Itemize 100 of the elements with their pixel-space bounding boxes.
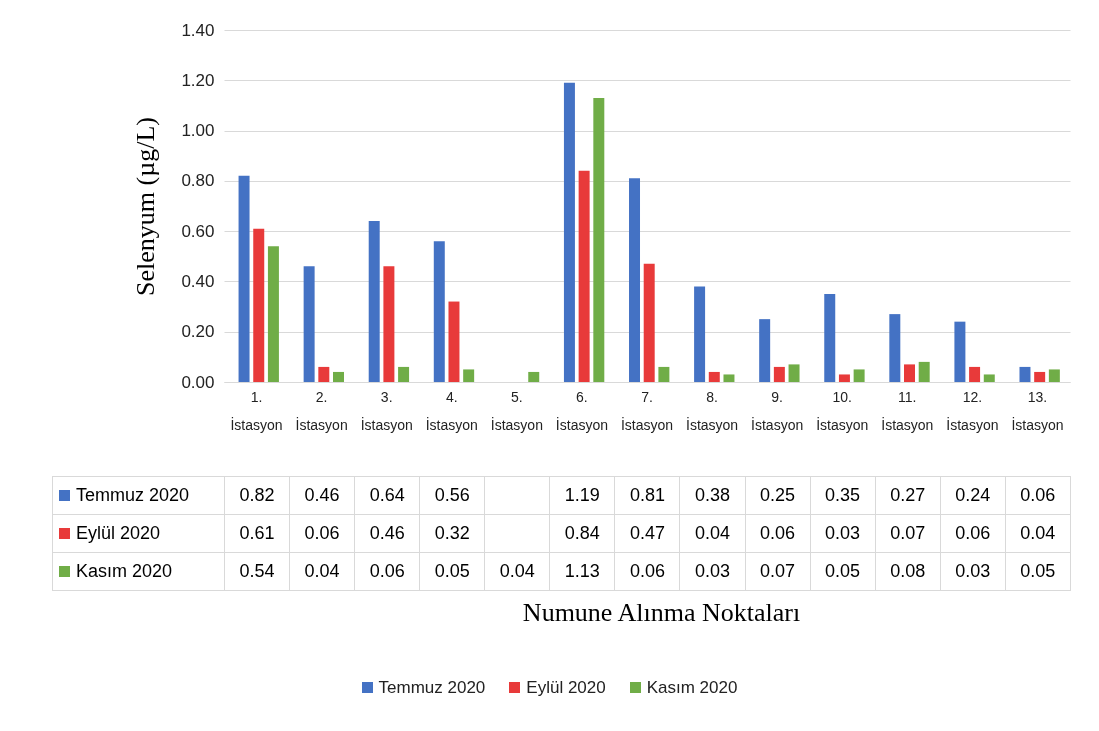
bar: [433, 241, 445, 382]
data-label: 0.46: [289, 476, 355, 515]
bar: [463, 369, 475, 382]
data-label: 0.03: [940, 552, 1006, 591]
data-label: 0.06: [940, 514, 1006, 553]
data-label: 0.04: [1005, 514, 1071, 553]
data-label: 0.27: [875, 476, 941, 515]
data-label: 0.03: [810, 514, 876, 553]
bar: [643, 263, 655, 382]
bar: [238, 175, 250, 382]
y-tick-label: 1.20: [181, 70, 215, 90]
x-tick-label: 5. İstasyon: [490, 388, 543, 433]
bar: [253, 228, 265, 382]
data-label: 1.13: [549, 552, 615, 591]
legend-label: Kasım 2020: [52, 552, 225, 591]
y-tick-label: 1.00: [181, 121, 215, 141]
x-tick-label: 10. İstasyon: [816, 388, 869, 433]
data-label: 0.81: [614, 476, 680, 515]
data-label: 0.38: [679, 476, 745, 515]
bar: [853, 369, 865, 382]
bar: [969, 366, 981, 382]
bar: [694, 286, 706, 382]
data-label: 0.06: [614, 552, 680, 591]
bar: [1048, 369, 1060, 382]
bar: [398, 366, 410, 382]
bar: [889, 314, 901, 382]
bar: [333, 371, 344, 382]
bar: [708, 371, 720, 382]
bar: [303, 266, 315, 382]
bar: [788, 364, 800, 382]
data-label: 0.25: [745, 476, 811, 515]
bar: [954, 321, 966, 382]
x-tick-label: 6. İstasyon: [555, 388, 608, 433]
legend-label: Eylül 2020: [52, 514, 225, 553]
bar: [918, 361, 930, 382]
data-label: 0.46: [354, 514, 420, 553]
data-label: 0.05: [810, 552, 876, 591]
data-label: 0.24: [940, 476, 1006, 515]
bar: [528, 371, 540, 382]
data-label: 0.06: [1005, 476, 1071, 515]
data-label: 0.05: [1005, 552, 1071, 591]
data-label: 0.05: [419, 552, 485, 591]
bar: [904, 364, 915, 382]
data-label: 0.64: [354, 476, 420, 515]
data-label: 0.04: [679, 514, 745, 553]
x-tick-label: 2. İstasyon: [295, 388, 348, 433]
text: Eylül 2020: [526, 678, 606, 697]
data-label: 0.07: [745, 552, 811, 591]
text: Temmuz 2020: [378, 678, 486, 697]
legend-label: Temmuz 2020: [52, 476, 225, 515]
bar: [1034, 371, 1046, 382]
x-tick-label: 11. İstasyon: [881, 388, 934, 433]
x-tick-label: 12. İstasyon: [946, 388, 999, 433]
data-label: 0.32: [419, 514, 485, 553]
bar: [759, 319, 771, 382]
data-label: 0.06: [745, 514, 811, 553]
data-label: 0.04: [484, 552, 550, 591]
bar: [773, 366, 785, 382]
y-axis-title: Selenyum (µg/L): [131, 117, 161, 296]
bar: [383, 266, 395, 382]
data-label: 0.47: [614, 514, 680, 553]
x-tick-label: 1. İstasyon: [230, 388, 283, 433]
bar: [1019, 366, 1031, 382]
data-label: 0.03: [679, 552, 745, 591]
bar: [593, 97, 605, 382]
data-label: 0.84: [549, 514, 615, 553]
data-label: 0.54: [224, 552, 290, 591]
y-tick-label: 1.40: [181, 20, 215, 40]
data-label: 0.06: [289, 514, 355, 553]
y-tick-label: 0.60: [181, 221, 215, 241]
y-tick-label: 0.80: [181, 171, 215, 191]
data-label: 1.19: [549, 476, 615, 515]
y-tick-label: 0.40: [181, 271, 215, 291]
text: Numune Alınma Noktaları: [521, 598, 802, 628]
data-label: 0.56: [419, 476, 485, 515]
bar: [368, 221, 380, 382]
data-label: 0.04: [289, 552, 355, 591]
bar: [563, 82, 575, 382]
bar: [824, 294, 836, 382]
bar: [448, 301, 460, 382]
data-label: 0.35: [810, 476, 876, 515]
bar: [838, 374, 850, 382]
x-tick-label: 3. İstasyon: [360, 388, 413, 433]
x-tick-label: 8. İstasyon: [686, 388, 739, 433]
bar: [578, 170, 590, 382]
y-tick-label: 0.00: [181, 372, 215, 392]
x-tick-label: 13. İstasyon: [1011, 388, 1064, 433]
data-label: 0.07: [875, 514, 941, 553]
bar: [267, 246, 279, 382]
text: Kasım 2020: [646, 678, 738, 697]
bar: [318, 366, 330, 382]
data-label: 0.08: [875, 552, 941, 591]
y-tick-label: 0.20: [181, 322, 215, 342]
data-label: 0.06: [354, 552, 420, 591]
bar: [983, 374, 995, 382]
bar: [723, 374, 735, 382]
data-label: 0.61: [224, 514, 290, 553]
x-tick-label: 4. İstasyon: [425, 388, 478, 433]
data-label: 0.82: [224, 476, 290, 515]
x-tick-label: 9. İstasyon: [751, 388, 804, 433]
